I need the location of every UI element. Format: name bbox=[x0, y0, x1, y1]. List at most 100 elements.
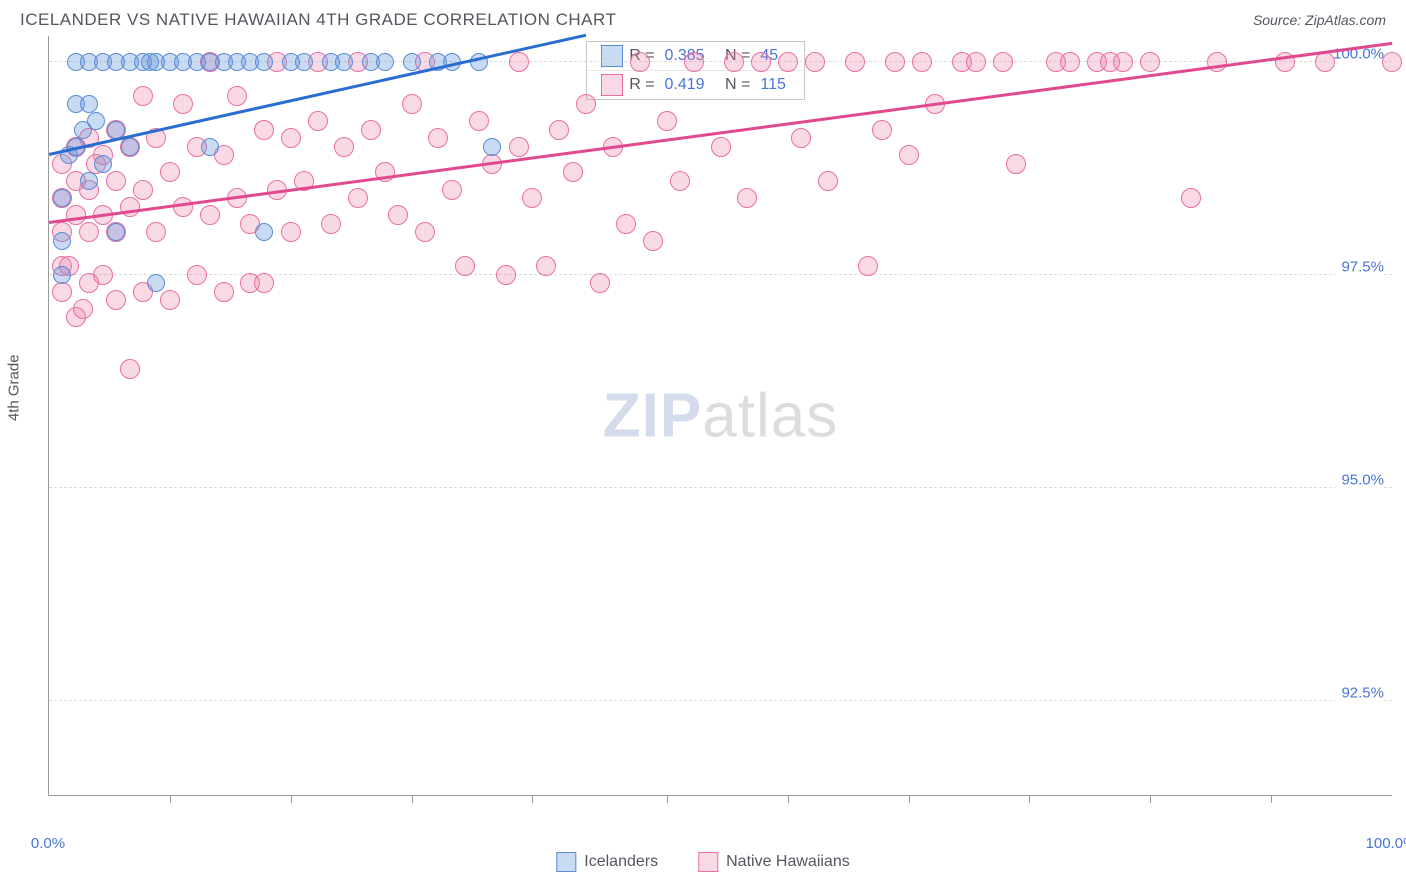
data-point bbox=[1140, 52, 1160, 72]
x-tick bbox=[1271, 795, 1272, 803]
data-point bbox=[483, 138, 501, 156]
y-axis-label: 4th Grade bbox=[6, 354, 23, 421]
data-point bbox=[912, 52, 932, 72]
data-point bbox=[590, 273, 610, 293]
data-point bbox=[53, 266, 71, 284]
data-point bbox=[66, 205, 86, 225]
data-point bbox=[173, 94, 193, 114]
legend-item-hawaiians: Native Hawaiians bbox=[698, 852, 850, 872]
x-tick-label: 0.0% bbox=[31, 835, 65, 852]
y-tick-label: 97.5% bbox=[1335, 258, 1384, 275]
data-point bbox=[201, 138, 219, 156]
data-point bbox=[160, 162, 180, 182]
data-point bbox=[79, 222, 99, 242]
n-value-hawaiians: 115 bbox=[756, 76, 790, 94]
data-point bbox=[187, 265, 207, 285]
data-point bbox=[93, 265, 113, 285]
data-point bbox=[737, 188, 757, 208]
data-point bbox=[509, 52, 529, 72]
y-tick-label: 95.0% bbox=[1335, 472, 1384, 489]
data-point bbox=[254, 273, 274, 293]
legend-label: Native Hawaiians bbox=[726, 853, 850, 871]
data-point bbox=[778, 52, 798, 72]
data-point bbox=[1006, 154, 1026, 174]
data-point bbox=[442, 180, 462, 200]
data-point bbox=[281, 128, 301, 148]
swatch-icon bbox=[556, 852, 576, 872]
data-point bbox=[106, 290, 126, 310]
data-point bbox=[496, 265, 516, 285]
data-point bbox=[376, 53, 394, 71]
data-point bbox=[94, 155, 112, 173]
data-point bbox=[1060, 52, 1080, 72]
data-point bbox=[724, 52, 744, 72]
swatch-icelanders bbox=[601, 45, 623, 67]
scatter-plot-area: ZIPatlas R = 0.385 N = 45 R = 0.419 N = … bbox=[48, 36, 1392, 796]
legend-row-hawaiians: R = 0.419 N = 115 bbox=[587, 71, 804, 99]
data-point bbox=[657, 111, 677, 131]
data-point bbox=[563, 162, 583, 182]
data-point bbox=[509, 137, 529, 157]
data-point bbox=[805, 52, 825, 72]
data-point bbox=[818, 171, 838, 191]
source-attribution: Source: ZipAtlas.com bbox=[1253, 12, 1386, 28]
watermark-atlas: atlas bbox=[702, 381, 838, 450]
x-tick bbox=[291, 795, 292, 803]
data-point bbox=[388, 205, 408, 225]
data-point bbox=[428, 128, 448, 148]
x-tick bbox=[1150, 795, 1151, 803]
data-point bbox=[80, 95, 98, 113]
data-point bbox=[1382, 52, 1402, 72]
data-point bbox=[255, 53, 273, 71]
data-point bbox=[791, 128, 811, 148]
data-point bbox=[53, 232, 71, 250]
x-tick bbox=[170, 795, 171, 803]
swatch-hawaiians bbox=[601, 74, 623, 96]
watermark: ZIPatlas bbox=[603, 380, 838, 451]
data-point bbox=[348, 188, 368, 208]
data-point bbox=[321, 214, 341, 234]
data-point bbox=[308, 111, 328, 131]
data-point bbox=[73, 299, 93, 319]
data-point bbox=[684, 52, 704, 72]
data-point bbox=[711, 137, 731, 157]
x-tick bbox=[667, 795, 668, 803]
data-point bbox=[52, 282, 72, 302]
data-point bbox=[361, 120, 381, 140]
data-point bbox=[80, 172, 98, 190]
data-point bbox=[200, 205, 220, 225]
data-point bbox=[146, 222, 166, 242]
data-point bbox=[133, 86, 153, 106]
data-point bbox=[53, 189, 71, 207]
data-point bbox=[403, 53, 421, 71]
x-tick-label: 100.0% bbox=[1366, 835, 1406, 852]
data-point bbox=[630, 52, 650, 72]
gridline bbox=[49, 487, 1392, 488]
swatch-icon bbox=[698, 852, 718, 872]
data-point bbox=[993, 52, 1013, 72]
x-tick bbox=[532, 795, 533, 803]
watermark-zip: ZIP bbox=[603, 381, 702, 450]
data-point bbox=[1181, 188, 1201, 208]
data-point bbox=[402, 94, 422, 114]
data-point bbox=[133, 180, 153, 200]
y-tick-label: 92.5% bbox=[1335, 685, 1384, 702]
legend-label: Icelanders bbox=[584, 853, 658, 871]
data-point bbox=[120, 359, 140, 379]
data-point bbox=[214, 282, 234, 302]
x-tick bbox=[788, 795, 789, 803]
data-point bbox=[295, 53, 313, 71]
r-label: R = bbox=[629, 76, 654, 94]
data-point bbox=[455, 256, 475, 276]
data-point bbox=[576, 94, 596, 114]
data-point bbox=[334, 137, 354, 157]
data-point bbox=[1113, 52, 1133, 72]
x-tick bbox=[412, 795, 413, 803]
data-point bbox=[858, 256, 878, 276]
data-point bbox=[87, 112, 105, 130]
legend-item-icelanders: Icelanders bbox=[556, 852, 658, 872]
series-legend: Icelanders Native Hawaiians bbox=[556, 852, 849, 872]
data-point bbox=[966, 52, 986, 72]
data-point bbox=[845, 52, 865, 72]
chart-title: ICELANDER VS NATIVE HAWAIIAN 4TH GRADE C… bbox=[20, 10, 616, 30]
